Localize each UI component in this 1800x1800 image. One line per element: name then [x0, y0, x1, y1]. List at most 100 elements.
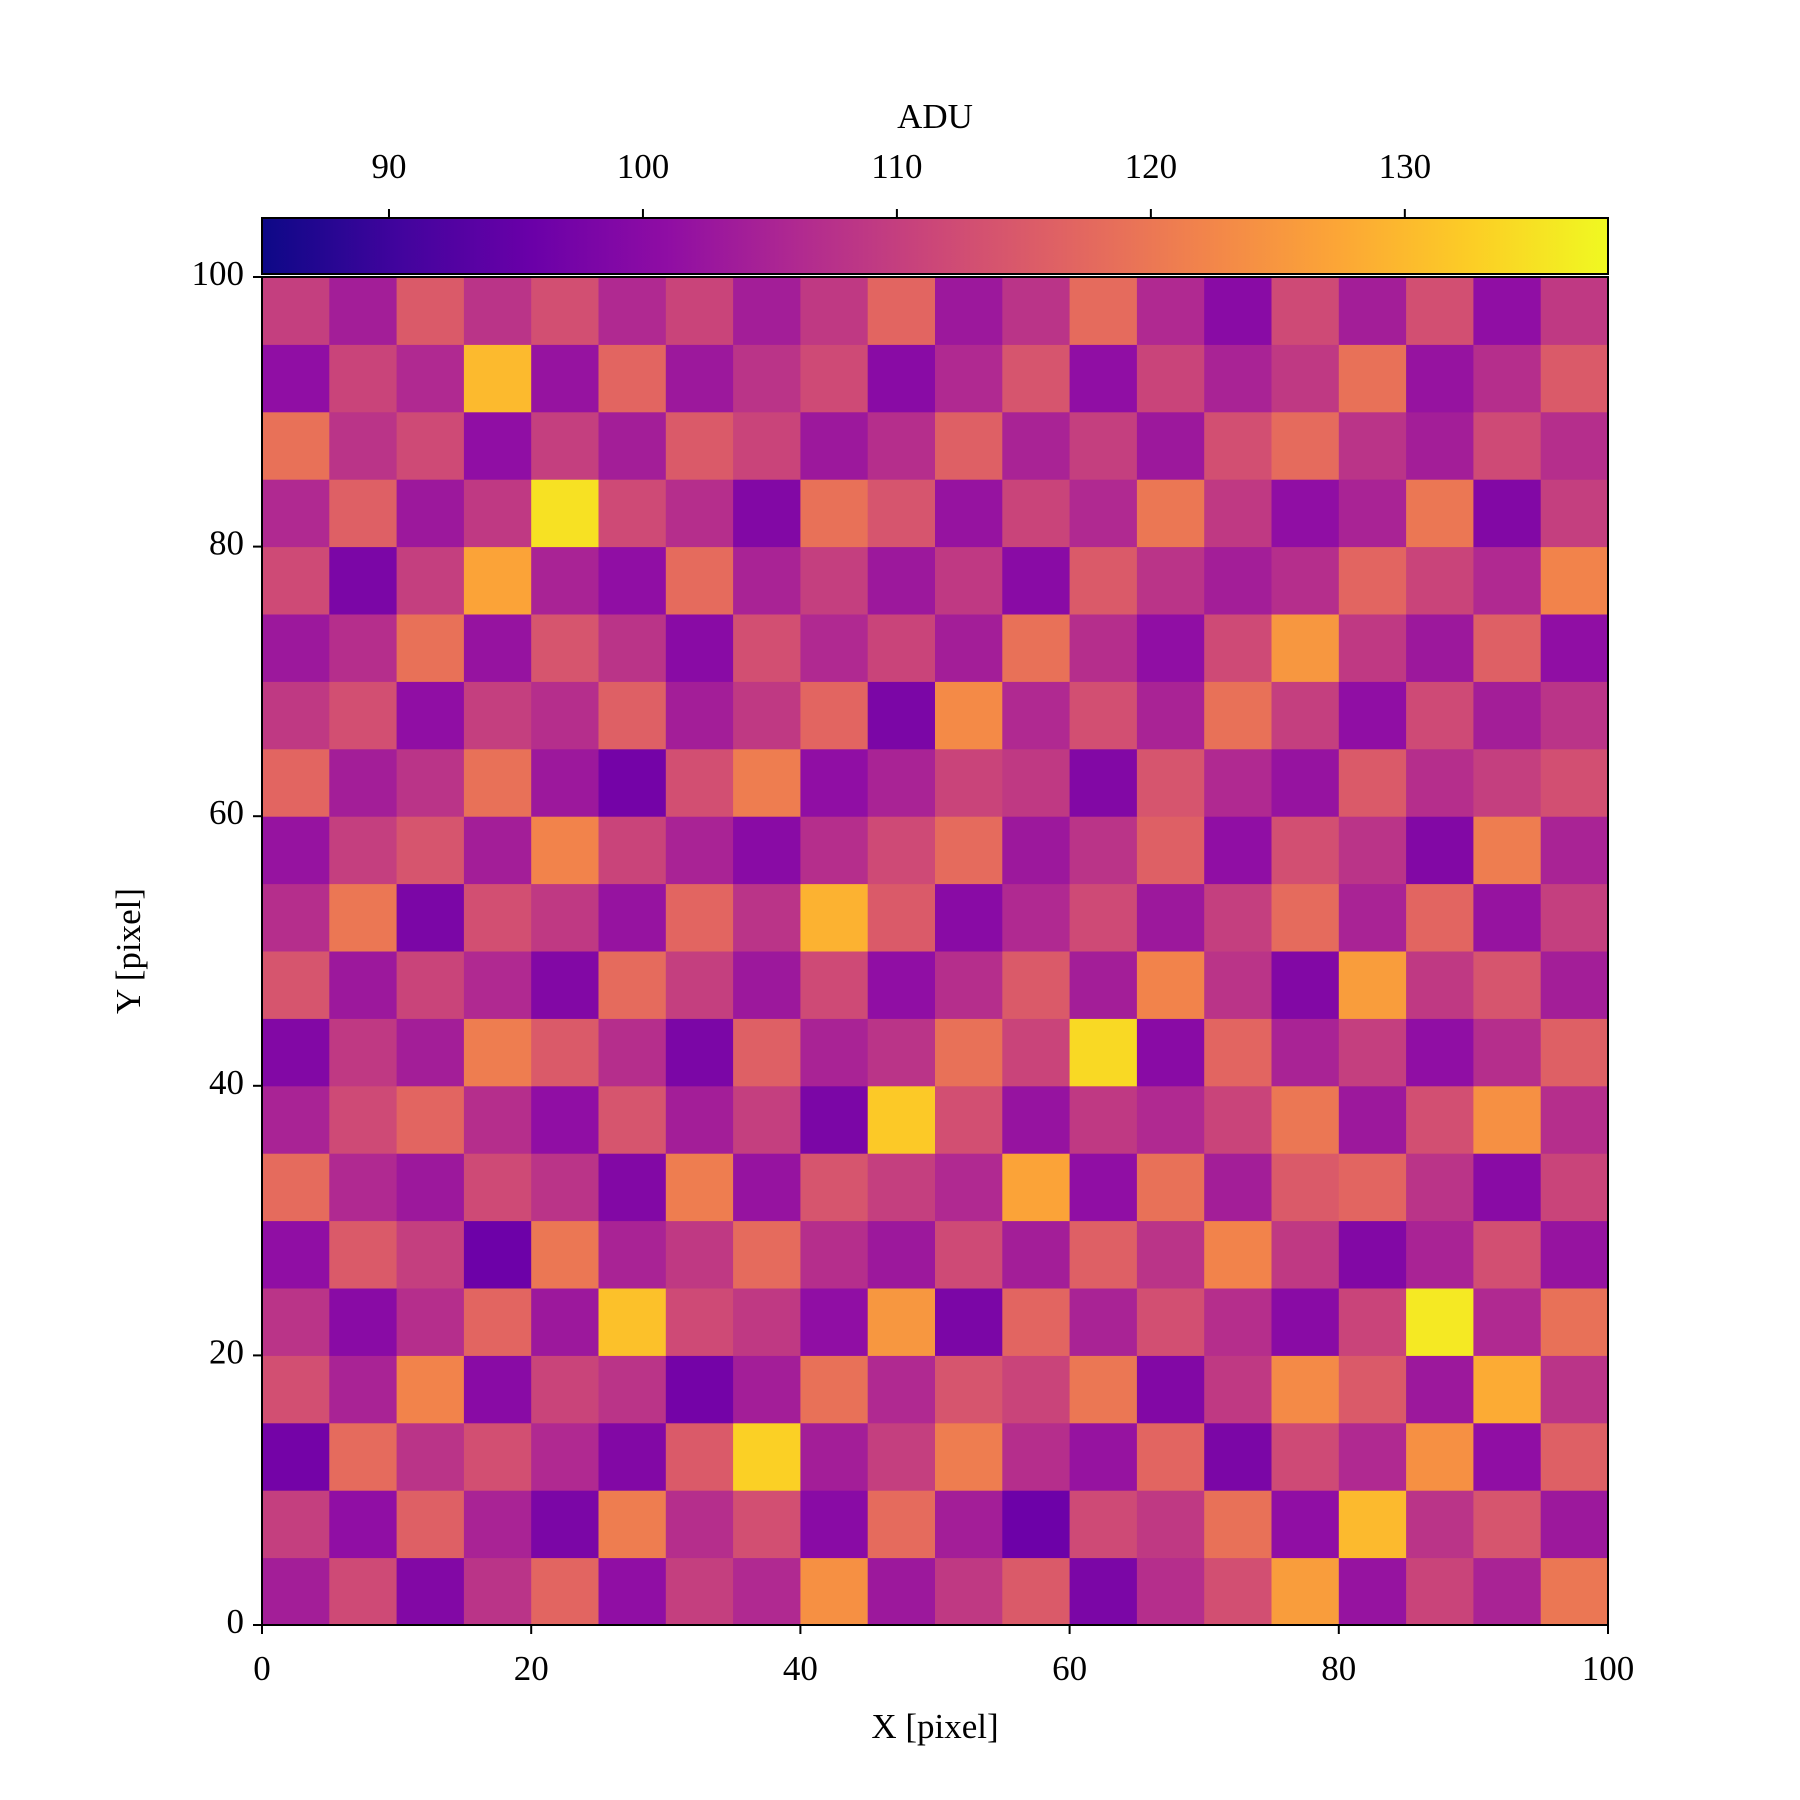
- heatmap-cell: [1271, 951, 1340, 1019]
- heatmap-cell: [1271, 883, 1340, 952]
- x-tick-label: 80: [1321, 1649, 1356, 1688]
- heatmap-cell: [598, 748, 667, 817]
- heatmap-cell: [867, 344, 936, 413]
- heatmap-cell: [598, 1085, 667, 1154]
- y-tick-label: 80: [209, 524, 244, 563]
- heatmap-cell: [1540, 748, 1609, 817]
- heatmap-cell: [1136, 883, 1205, 952]
- heatmap-cell: [1136, 1490, 1205, 1559]
- heatmap-cell: [463, 681, 532, 750]
- x-tick-label: 0: [253, 1649, 271, 1688]
- heatmap-cell: [733, 1153, 801, 1222]
- heatmap-cell: [800, 748, 869, 817]
- heatmap-cell: [733, 1557, 801, 1626]
- heatmap-cell: [1204, 883, 1272, 952]
- heatmap-cell: [262, 1153, 330, 1222]
- heatmap-cell: [1204, 1288, 1272, 1356]
- heatmap-cell: [262, 479, 330, 548]
- heatmap-cell: [1002, 1153, 1071, 1222]
- x-tick-label: 20: [514, 1649, 549, 1688]
- heatmap-cell: [1002, 1355, 1071, 1424]
- heatmap-cell: [733, 883, 801, 952]
- heatmap-cell: [1136, 1220, 1205, 1289]
- heatmap-cell: [463, 1355, 532, 1424]
- heatmap-cell: [1204, 1557, 1272, 1626]
- heatmap-cell: [1338, 1153, 1407, 1222]
- heatmap-cell: [1473, 681, 1542, 750]
- heatmap-cell: [1338, 277, 1407, 345]
- heatmap-cell: [935, 748, 1003, 817]
- heatmap-cell: [867, 546, 936, 615]
- heatmap-cell: [1338, 1355, 1407, 1424]
- heatmap-cell: [262, 546, 330, 615]
- heatmap-cell: [1069, 951, 1138, 1019]
- heatmap-cell: [396, 883, 465, 952]
- heatmap-cell: [463, 883, 532, 952]
- heatmap-cell: [1473, 479, 1542, 548]
- heatmap-cell: [598, 411, 667, 480]
- heatmap-cell: [1271, 479, 1340, 548]
- heatmap-cell: [935, 681, 1003, 750]
- heatmap-cell: [1136, 951, 1205, 1019]
- heatmap-cell: [1002, 951, 1071, 1019]
- heatmap-cell: [867, 1422, 936, 1491]
- heatmap-cell: [329, 1557, 398, 1626]
- heatmap-cell: [1069, 1490, 1138, 1559]
- heatmap-cell: [800, 344, 869, 413]
- heatmap-cell: [1473, 1557, 1542, 1626]
- heatmap-cell: [1473, 614, 1542, 682]
- heatmap-cell: [935, 883, 1003, 952]
- heatmap-cell: [396, 546, 465, 615]
- heatmap-cell: [531, 1557, 599, 1626]
- heatmap-cell: [396, 748, 465, 817]
- heatmap-cell: [396, 1288, 465, 1356]
- heatmap-cell: [329, 748, 398, 817]
- heatmap-cell: [396, 1490, 465, 1559]
- heatmap-cell: [262, 1288, 330, 1356]
- heatmap-cell: [262, 1355, 330, 1424]
- heatmap-cell: [262, 748, 330, 817]
- heatmap-cell: [935, 816, 1003, 885]
- heatmap-cell: [598, 816, 667, 885]
- heatmap-cell: [329, 1355, 398, 1424]
- heatmap-cell: [1338, 479, 1407, 548]
- heatmap-cell: [262, 411, 330, 480]
- heatmap-cell: [665, 277, 734, 345]
- heatmap-cell: [598, 1288, 667, 1356]
- heatmap-cell: [598, 277, 667, 345]
- heatmap-cell: [1406, 1018, 1474, 1087]
- heatmap-cell: [262, 1422, 330, 1491]
- heatmap-cell: [1406, 681, 1474, 750]
- heatmap-cell: [935, 546, 1003, 615]
- heatmap-cell: [867, 479, 936, 548]
- heatmap-cell: [1540, 479, 1609, 548]
- y-tick-label: 20: [209, 1332, 244, 1371]
- heatmap-cell: [733, 748, 801, 817]
- heatmap-cell: [463, 1220, 532, 1289]
- heatmap-cell: [531, 1355, 599, 1424]
- heatmap-cell: [1540, 883, 1609, 952]
- heatmap-cell: [1473, 277, 1542, 345]
- heatmap-cell: [800, 1085, 869, 1154]
- heatmap-cell: [733, 546, 801, 615]
- heatmap-cell: [1338, 951, 1407, 1019]
- heatmap-cell: [1069, 1018, 1138, 1087]
- colorbar-tick-label: 100: [617, 147, 670, 186]
- heatmap-cell: [396, 1557, 465, 1626]
- heatmap-cell: [1136, 1018, 1205, 1087]
- heatmap-cell: [935, 614, 1003, 682]
- heatmap-cell: [1136, 546, 1205, 615]
- heatmap-cell: [1473, 1018, 1542, 1087]
- heatmap-cell: [463, 1288, 532, 1356]
- heatmap-cell: [1069, 1557, 1138, 1626]
- heatmap-cell: [1406, 1153, 1474, 1222]
- heatmap-cell: [1338, 1490, 1407, 1559]
- heatmap-cell: [1540, 1288, 1609, 1356]
- heatmap-cell: [1069, 681, 1138, 750]
- heatmap-cell: [329, 546, 398, 615]
- heatmap-cell: [329, 1490, 398, 1559]
- heatmap-cell: [598, 1557, 667, 1626]
- heatmap-cell: [262, 883, 330, 952]
- heatmap-cell: [1271, 1490, 1340, 1559]
- heatmap-cell: [1002, 344, 1071, 413]
